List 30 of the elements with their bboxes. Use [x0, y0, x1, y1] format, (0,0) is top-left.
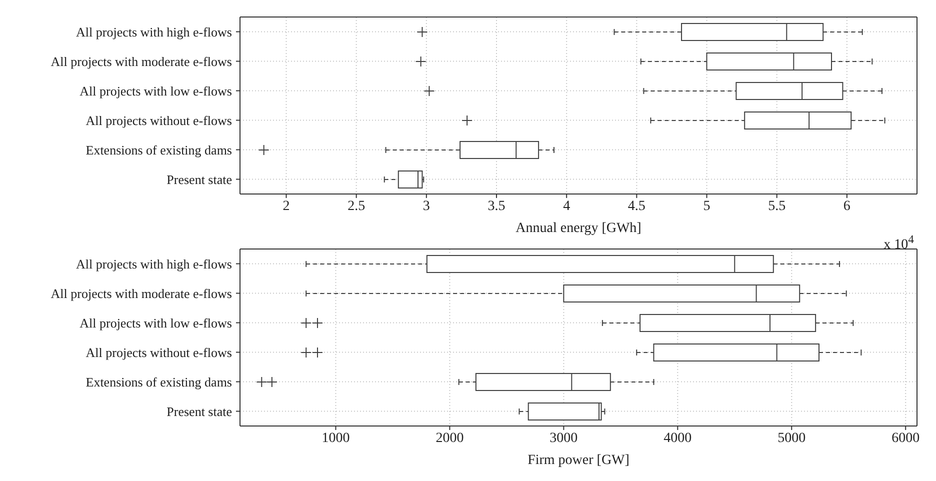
y-tick-label: All projects with low e-flows: [80, 315, 232, 330]
y-tick-label: All projects with moderate e-flows: [50, 54, 232, 69]
x-axis-title: Annual energy [GWh]: [516, 221, 642, 236]
x-tick-label: 4: [563, 198, 570, 214]
y-tick-label: All projects with high e-flows: [76, 24, 232, 40]
x-tick-label: 2.5: [348, 198, 366, 214]
y-tick-label: All projects with moderate e-flows: [50, 286, 232, 301]
x-tick-label: 3000: [550, 430, 578, 446]
x-tick-label: 4.5: [628, 198, 646, 214]
y-tick-label: All projects without e-flows: [86, 112, 232, 128]
x-tick-label: 5.5: [768, 198, 786, 214]
x-tick-label: 1000: [322, 430, 350, 446]
x-tick-label: 4000: [664, 430, 692, 446]
y-tick-label: Present state: [166, 404, 232, 419]
y-tick-label: Present state: [166, 172, 232, 187]
x-tick-label: 2: [282, 198, 290, 214]
x-tick-label: 5000: [778, 430, 806, 446]
y-tick-label: All projects with low e-flows: [80, 83, 232, 98]
x-tick-label: 3: [422, 198, 430, 214]
x-axis-title: Firm power [GW]: [528, 453, 630, 468]
y-tick-label: Extensions of existing dams: [86, 142, 232, 158]
y-tick-label: All projects without e-flows: [86, 344, 232, 360]
x-tick-label: 6: [843, 198, 850, 214]
x-tick-label: 5: [703, 198, 710, 214]
y-tick-label: Extensions of existing dams: [86, 374, 232, 390]
x-tick-label: 2000: [436, 430, 464, 446]
x-tick-label: 3.5: [488, 198, 506, 214]
y-tick-label: All projects with high e-flows: [76, 256, 232, 272]
x-tick-label: 6000: [892, 430, 920, 446]
axis-exponent: x 10$^{4}$: [884, 233, 914, 254]
